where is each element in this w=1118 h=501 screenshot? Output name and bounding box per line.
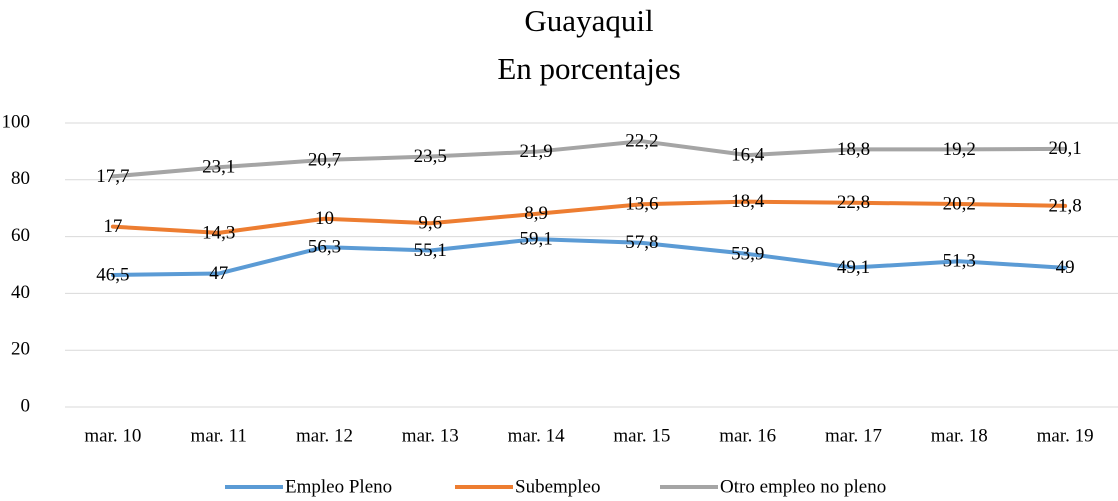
data-label: 23,5	[414, 146, 447, 167]
data-label: 59,1	[519, 229, 552, 250]
data-label: 57,8	[625, 232, 658, 253]
y-tick-label: 100	[2, 111, 31, 132]
data-label: 20,2	[943, 193, 976, 214]
data-label: 18,8	[837, 139, 870, 160]
data-label: 20,1	[1048, 138, 1081, 159]
data-label: 51,3	[943, 251, 976, 272]
series-line	[110, 139, 1068, 179]
x-tick-label: mar. 12	[296, 425, 353, 446]
data-label: 10	[315, 208, 334, 229]
data-label: 21,9	[519, 141, 552, 162]
data-label: 49	[1056, 257, 1075, 278]
y-tick-label: 60	[11, 225, 30, 246]
data-label: 16,4	[731, 144, 765, 165]
data-label: 21,8	[1048, 195, 1081, 216]
data-label: 49,1	[837, 257, 870, 278]
x-tick-label: mar. 14	[508, 425, 565, 446]
data-label: 20,7	[308, 149, 341, 170]
series-line	[110, 237, 1068, 277]
data-label: 46,5	[96, 264, 129, 285]
x-tick-label: mar. 18	[931, 425, 988, 446]
x-tick-label: mar. 15	[613, 425, 670, 446]
data-label: 13,6	[625, 194, 658, 215]
legend-label: Otro empleo no pleno	[720, 476, 886, 497]
data-label: 18,4	[731, 191, 765, 212]
y-tick-label: 80	[11, 168, 30, 189]
x-tick-label: mar. 10	[84, 425, 141, 446]
data-label: 47	[209, 263, 228, 284]
chart-title: Guayaquil	[524, 3, 653, 38]
x-tick-label: mar. 19	[1037, 425, 1094, 446]
legend-label: Empleo Pleno	[285, 476, 392, 497]
series-line	[110, 199, 1068, 235]
data-label: 19,2	[943, 139, 976, 160]
data-label: 53,9	[731, 243, 764, 264]
data-label: 55,1	[414, 240, 447, 261]
x-tick-label: mar. 11	[191, 425, 247, 446]
y-tick-label: 40	[11, 282, 30, 303]
data-label: 14,3	[202, 222, 235, 243]
chart-subtitle: En porcentajes	[497, 51, 680, 86]
y-tick-label: 20	[11, 339, 30, 360]
legend-label: Subempleo	[515, 476, 601, 497]
data-label: 23,1	[202, 157, 235, 178]
y-tick-label: 0	[21, 395, 31, 416]
data-label: 17	[103, 216, 122, 237]
data-label: 8,9	[524, 203, 548, 224]
data-label: 9,6	[418, 213, 442, 234]
x-tick-label: mar. 17	[825, 425, 882, 446]
data-label: 22,2	[625, 131, 658, 152]
x-tick-label: mar. 13	[402, 425, 459, 446]
x-tick-label: mar. 16	[719, 425, 776, 446]
data-label: 17,7	[96, 166, 129, 187]
data-label: 56,3	[308, 236, 341, 257]
data-label: 22,8	[837, 192, 870, 213]
